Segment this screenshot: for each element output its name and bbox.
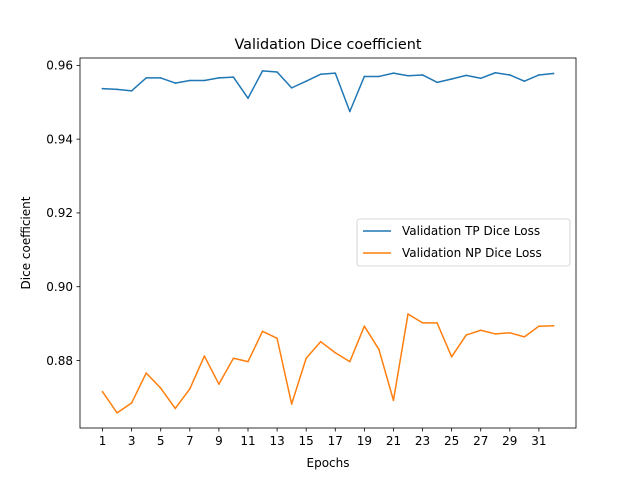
data-point — [319, 340, 322, 343]
data-point — [349, 360, 351, 363]
data-point — [218, 77, 220, 79]
data-point — [189, 79, 191, 82]
data-point — [436, 322, 438, 324]
data-point — [189, 388, 191, 390]
data-point — [334, 351, 337, 354]
data-point — [392, 399, 395, 402]
data-point — [552, 325, 555, 327]
x-tick-label: 15 — [299, 434, 314, 448]
y-tick-label: 0.92 — [46, 206, 73, 220]
x-tick-label: 21 — [386, 434, 401, 448]
data-point — [174, 407, 177, 410]
legend: Validation TP Dice Loss Validation NP Di… — [356, 218, 571, 267]
data-point — [101, 391, 104, 393]
data-point — [116, 412, 118, 414]
series-layer — [101, 70, 555, 414]
data-point — [509, 74, 511, 76]
data-point — [349, 110, 351, 113]
data-point — [203, 355, 206, 357]
x-tick-label: 5 — [157, 434, 165, 448]
data-point — [203, 79, 206, 82]
data-point — [450, 356, 453, 358]
x-tick-label: 7 — [186, 434, 194, 448]
data-point — [232, 357, 235, 360]
x-tick-label: 17 — [328, 434, 343, 448]
plot-frame — [79, 57, 577, 429]
data-point — [276, 337, 278, 340]
data-point — [479, 77, 482, 80]
data-point — [305, 357, 307, 360]
data-point — [319, 73, 322, 76]
data-point — [247, 97, 249, 100]
chart-title: Validation Dice coefficient — [234, 37, 421, 53]
x-axis-ticks: 1 3 5 7 9 11 13 15 17 19 21 23 25 27 29 31 — [99, 428, 547, 448]
data-point — [450, 78, 453, 80]
data-point — [538, 74, 540, 76]
data-point — [363, 75, 366, 78]
data-point — [290, 87, 293, 89]
y-tick-label: 0.88 — [46, 354, 73, 368]
data-point — [305, 80, 307, 83]
x-tick-label: 1 — [99, 434, 107, 448]
data-point — [479, 329, 482, 332]
data-point — [378, 75, 380, 78]
legend-box — [356, 218, 571, 267]
x-tick-label: 25 — [444, 434, 459, 448]
x-tick-label: 13 — [269, 434, 284, 448]
x-tick-label: 9 — [215, 434, 223, 448]
x-tick-label: 11 — [240, 434, 255, 448]
legend-label-np: Validation NP Dice Loss — [402, 246, 542, 260]
data-point — [145, 372, 147, 374]
y-tick-label: 0.94 — [46, 132, 73, 146]
data-point — [494, 333, 497, 335]
data-point — [363, 325, 366, 327]
x-tick-label: 23 — [415, 434, 430, 448]
data-point — [523, 336, 526, 338]
data-point — [421, 74, 424, 76]
y-tick-label: 0.96 — [46, 59, 73, 73]
data-point — [494, 71, 497, 74]
data-point — [552, 72, 555, 75]
data-point — [159, 387, 162, 389]
data-point — [421, 322, 424, 324]
data-point — [218, 383, 220, 385]
data-point — [261, 330, 264, 333]
data-point — [378, 348, 380, 351]
data-point — [407, 74, 409, 77]
data-point — [174, 82, 177, 84]
y-tick-label: 0.90 — [46, 280, 73, 294]
x-tick-label: 31 — [531, 434, 546, 448]
y-axis-label: Dice coefficient — [19, 196, 33, 289]
series-line-1 — [101, 313, 555, 414]
data-point — [392, 72, 395, 74]
data-point — [276, 71, 278, 73]
data-point — [145, 77, 147, 79]
series-line-0 — [101, 70, 555, 113]
x-tick-label: 29 — [502, 434, 517, 448]
data-point — [523, 80, 526, 83]
x-tick-label: 19 — [357, 434, 372, 448]
data-point — [407, 313, 409, 315]
data-point — [538, 325, 540, 327]
data-point — [465, 334, 467, 336]
data-point — [334, 72, 337, 74]
data-point — [465, 74, 467, 77]
x-tick-label: 27 — [473, 434, 488, 448]
x-tick-label: 3 — [128, 434, 136, 448]
data-point — [232, 76, 235, 78]
data-point — [130, 402, 133, 404]
data-point — [290, 403, 293, 405]
data-point — [509, 332, 511, 334]
legend-label-tp: Validation TP Dice Loss — [402, 224, 540, 238]
data-point — [159, 77, 162, 79]
data-point — [436, 81, 438, 84]
data-point — [116, 88, 118, 91]
data-point — [130, 90, 133, 92]
data-point — [101, 87, 104, 90]
data-point — [247, 360, 249, 363]
data-point — [261, 70, 264, 72]
x-axis-label: Epochs — [307, 456, 350, 470]
y-axis-ticks: 0.88 0.90 0.92 0.94 0.96 — [46, 59, 80, 368]
